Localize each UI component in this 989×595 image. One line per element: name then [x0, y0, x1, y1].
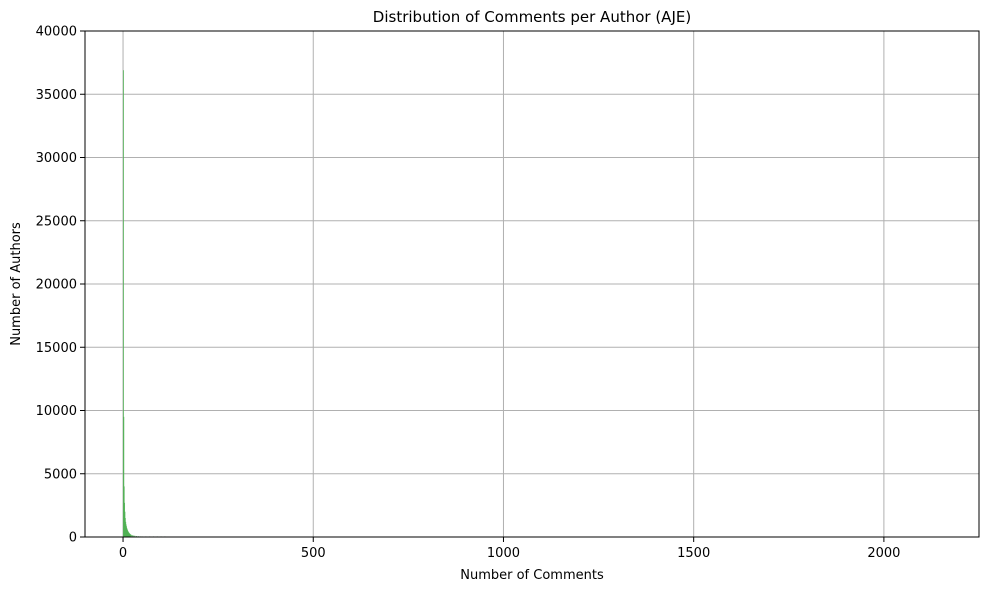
- histogram-bar: [132, 535, 134, 537]
- y-tick-label: 35000: [36, 88, 77, 103]
- x-tick-label: 0: [119, 546, 127, 561]
- bars-layer: [122, 70, 166, 537]
- chart-title: Distribution of Comments per Author (AJE…: [373, 8, 691, 26]
- x-tick-label: 1500: [677, 546, 710, 561]
- grid-layer: [85, 30, 979, 538]
- histogram-bar: [122, 70, 124, 537]
- histogram-bar: [123, 416, 125, 537]
- y-tick-label: 10000: [36, 404, 77, 419]
- x-tick-label: 1000: [487, 546, 520, 561]
- y-tick-label: 25000: [36, 214, 77, 229]
- x-tick-label: 2000: [867, 546, 900, 561]
- histogram-bar: [130, 534, 132, 537]
- y-axis-title: Number of Authors: [9, 222, 24, 346]
- x-axis-title: Number of Comments: [460, 568, 604, 583]
- y-tick-label: 40000: [36, 25, 77, 40]
- y-axis: 0 5000 10000 15000 20000 25000 30000 35000 40000: [36, 25, 85, 546]
- histogram-bar: [133, 535, 135, 537]
- histogram-bar: [135, 535, 137, 537]
- x-tick-label: 500: [301, 546, 326, 561]
- y-tick-label: 15000: [36, 341, 77, 356]
- histogram-bar: [134, 535, 136, 537]
- y-tick-label: 30000: [36, 151, 77, 166]
- y-tick-label: 20000: [36, 278, 77, 293]
- histogram-bar: [130, 534, 132, 537]
- y-tick-label: 5000: [44, 467, 77, 482]
- y-tick-label: 0: [69, 531, 77, 546]
- x-axis: 0 500 1000 1500 2000: [119, 537, 900, 561]
